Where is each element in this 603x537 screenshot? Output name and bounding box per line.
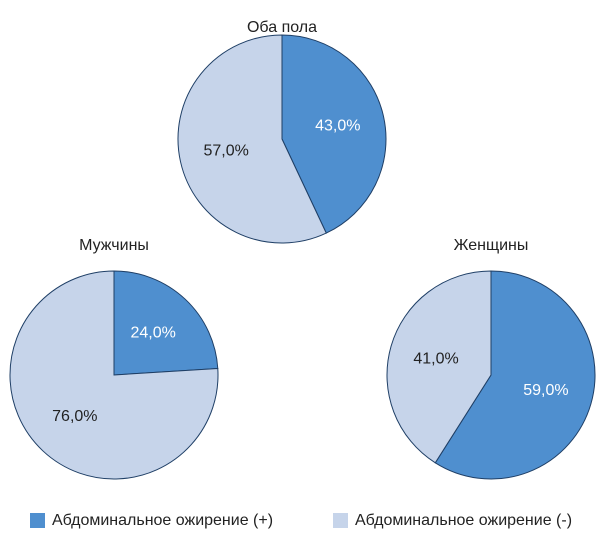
- pie-slice: [386, 270, 492, 464]
- slice-label: 24,0%: [130, 325, 175, 342]
- pie-slice: [9, 270, 219, 480]
- pie-slice: [177, 34, 327, 244]
- pie-title: Мужчины: [79, 237, 149, 254]
- legend-label: Абдоминальное ожирение (-): [355, 512, 572, 529]
- legend-label: Абдоминальное ожирение (+): [52, 512, 273, 529]
- pie-title: Оба пола: [247, 19, 317, 36]
- slice-label: 59,0%: [523, 382, 568, 399]
- pie-slice: [281, 34, 387, 234]
- slice-label: 57,0%: [203, 143, 248, 160]
- legend-swatch: [333, 513, 348, 528]
- slice-label: 76,0%: [52, 408, 97, 425]
- slice-label: 43,0%: [315, 118, 360, 135]
- pie-title: Женщины: [454, 237, 529, 254]
- slice-label: 41,0%: [413, 350, 458, 367]
- pie-slice: [434, 270, 596, 480]
- legend-swatch: [30, 513, 45, 528]
- pie-slice: [113, 270, 219, 376]
